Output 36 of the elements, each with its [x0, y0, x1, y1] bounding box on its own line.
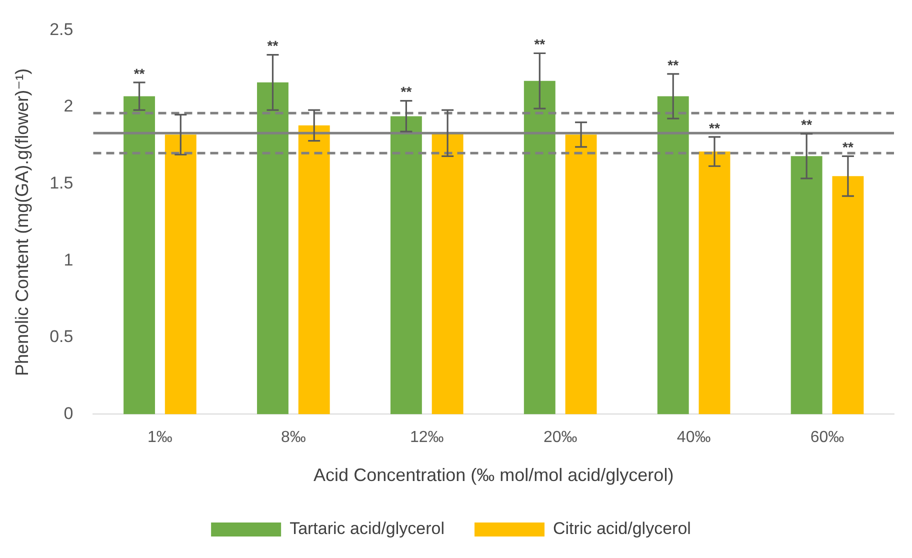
data-label: ** [668, 56, 680, 73]
bar [257, 82, 288, 414]
y-tick-label: 1.5 [50, 173, 74, 192]
bar [657, 96, 689, 414]
data-label: ** [709, 120, 720, 136]
x-tick-label: 40‰ [676, 429, 711, 446]
bar [565, 134, 597, 414]
data-label: ** [134, 65, 146, 82]
y-tick-label: 0.5 [50, 327, 74, 346]
data-label: ** [801, 116, 813, 133]
x-axis-title: Acid Concentration (‰ mol/mol acid/glycerol) [314, 465, 674, 486]
data-label: ** [400, 84, 412, 100]
bar [698, 152, 730, 414]
bar [298, 125, 330, 414]
x-tick-label: 12‰ [410, 429, 444, 446]
data-label: ** [267, 38, 279, 54]
y-tick-label: 0 [64, 404, 74, 423]
bar [390, 116, 422, 414]
data-label: ** [534, 36, 546, 52]
x-tick-label: 20‰ [543, 429, 578, 446]
x-tick-label: 1‰ [148, 429, 172, 446]
x-tick-label: 60‰ [810, 429, 844, 446]
bar [164, 134, 196, 414]
legend-label: Tartaric acid/glycerol [290, 519, 445, 538]
x-tick-label: 8‰ [280, 429, 306, 446]
data-label: ** [842, 139, 854, 156]
y-tick-label: 2 [64, 96, 74, 116]
bar [524, 80, 556, 414]
y-tick-label: 2.5 [50, 20, 74, 39]
bar [790, 156, 822, 414]
bar [124, 96, 155, 414]
legend-label: Citric acid/glycerol [553, 519, 691, 538]
bar [832, 176, 864, 414]
y-tick-label: 1 [64, 250, 74, 270]
bar [432, 133, 464, 414]
y-axis-title: Phenolic Content (mg(GA).g(flower)⁻¹) [12, 68, 32, 376]
